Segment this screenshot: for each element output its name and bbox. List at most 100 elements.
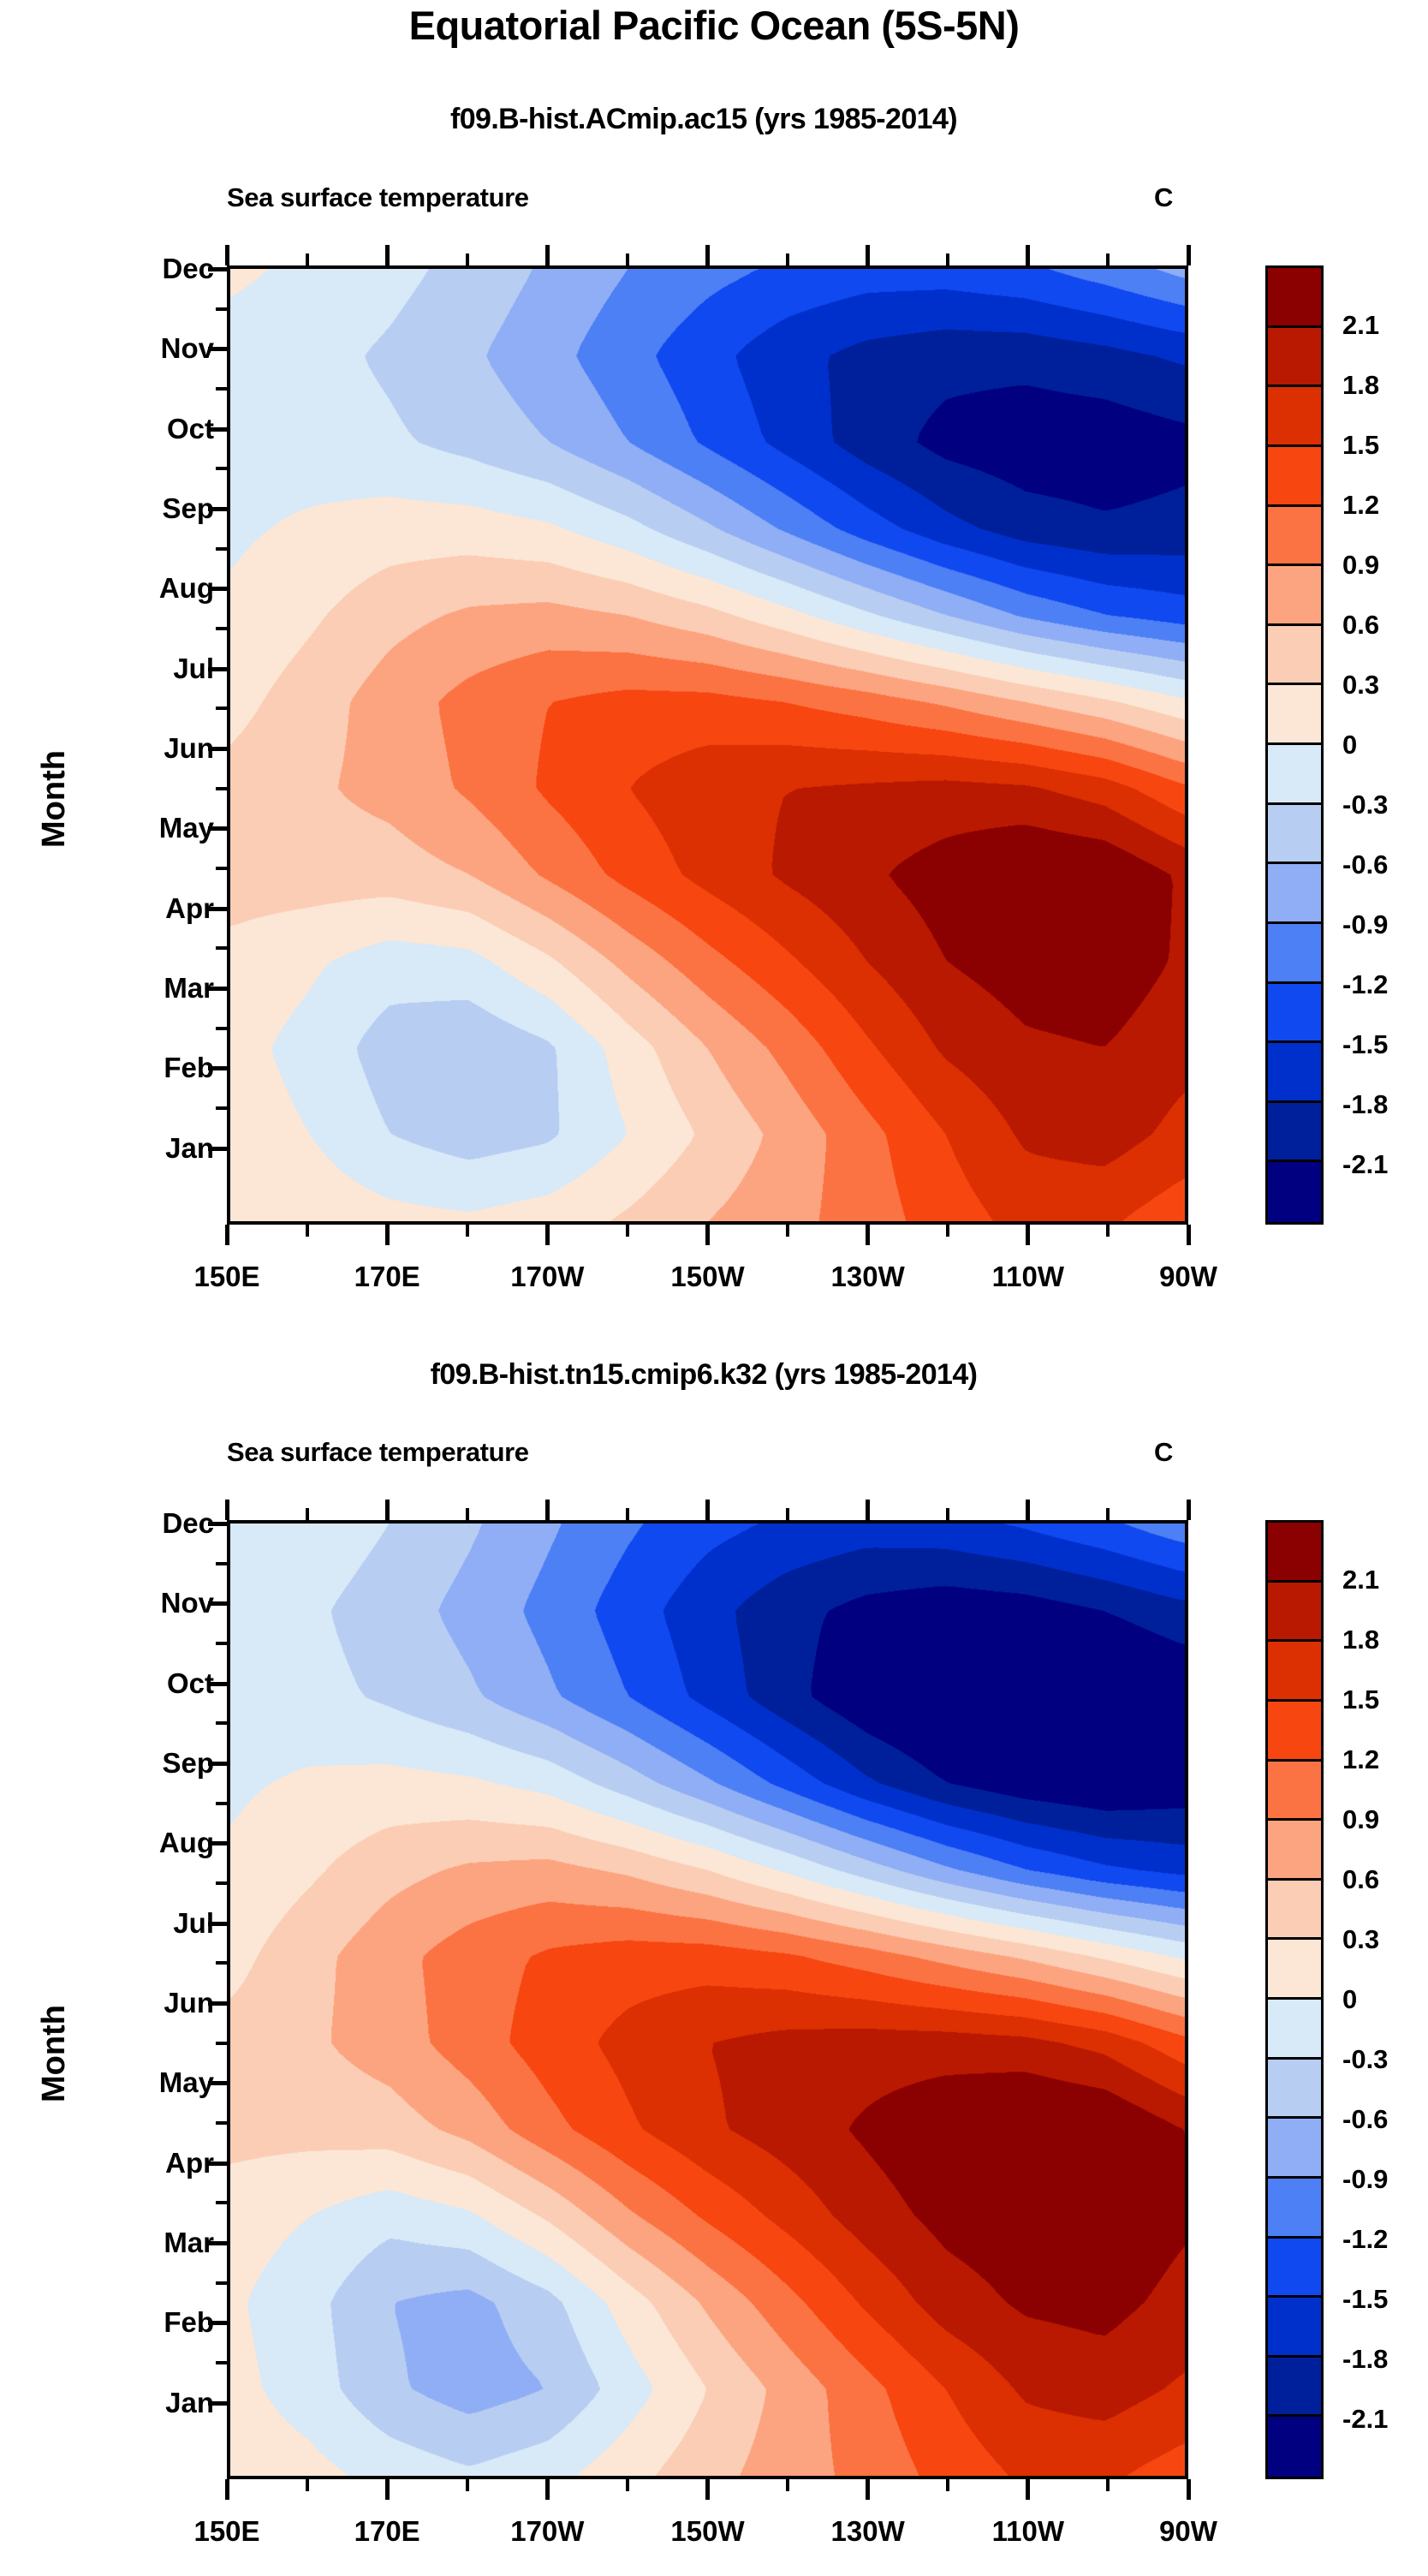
panel-1-y-tick-feb: Feb <box>164 1052 214 1084</box>
panel-2-x-tick-mark-top <box>1186 1500 1191 1520</box>
colorbar-segment <box>1268 1701 1321 1762</box>
colorbar-segment <box>1268 923 1321 984</box>
colorbar-segment <box>1268 1821 1321 1881</box>
colorbar-segment <box>1268 2178 1321 2239</box>
panel-1-y-minor-tick <box>216 707 227 711</box>
panel-2-x-tick-mark <box>384 2479 390 2500</box>
panel-1-y-minor-tick <box>216 387 227 391</box>
colorbar-segment <box>1268 2000 1321 2060</box>
panel-2-y-tick-nov: Nov <box>160 1587 214 1619</box>
panel-2-x-tick-mark-top <box>384 1500 390 1520</box>
panel-2-x-tick-110w: 110W <box>991 2515 1065 2547</box>
panel-1-y-tick-mark <box>208 747 227 751</box>
panel-2-y-minor-tick <box>216 2201 227 2205</box>
colorbar-label: 0.6 <box>1342 610 1380 640</box>
colorbar-label: -2.1 <box>1342 1149 1389 1179</box>
colorbar-label: 1.8 <box>1342 1625 1380 1655</box>
colorbar-segment <box>1268 1523 1321 1583</box>
panel-1-x-minor-tick <box>946 253 950 265</box>
panel-1-y-tick-mark <box>208 906 227 911</box>
colorbar-segment <box>1268 2298 1321 2358</box>
colorbar-label: 0.3 <box>1342 1924 1380 1954</box>
panel-2-x-tick-150e: 150E <box>193 2515 260 2547</box>
panel-1-x-minor-tick <box>625 253 629 265</box>
colorbar-label: -0.3 <box>1342 2044 1389 2074</box>
panel-1-y-minor-tick <box>216 307 227 311</box>
panel-2-x-minor-tick <box>465 1508 469 1520</box>
panel-2-x-minor-tick <box>786 1508 790 1520</box>
colorbar-segment <box>1268 387 1321 447</box>
panel-1-x-minor-tick <box>786 1225 790 1237</box>
panel-1-y-tick-dec: Dec <box>162 253 214 284</box>
colorbar-segment <box>1268 566 1321 626</box>
colorbar-segment <box>1268 625 1321 686</box>
panel-1-x-minor-tick <box>946 1225 950 1237</box>
panel-1-y-tick-mark <box>208 587 227 592</box>
panel-1-subtitle: f09.B-hist.ACmip.ac15 (yrs 1985-2014) <box>450 103 958 135</box>
panel-1-x-tick-150w: 150W <box>670 1261 745 1292</box>
panel-1-x-tick-mark-top <box>224 245 229 265</box>
panel-1-y-tick-oct: Oct <box>166 412 214 444</box>
panel-2-y-tick-mar: Mar <box>164 2227 214 2258</box>
panel-1-y-minor-tick <box>216 627 227 630</box>
panel-2-x-tick-150w: 150W <box>670 2515 745 2547</box>
panel-2-x-tick-mark <box>544 2479 550 2500</box>
panel-1-y-tick-mark <box>208 267 227 271</box>
colorbar-segment <box>1268 1880 1321 1941</box>
panel-1-y-tick-nov: Nov <box>160 332 214 365</box>
panel-2-x-tick-130w: 130W <box>830 2515 905 2547</box>
colorbar-label: 2.1 <box>1342 1565 1380 1595</box>
panel-2-units-label: C <box>1154 1437 1174 1467</box>
panel-2-y-tick-jan: Jan <box>165 2386 214 2418</box>
panel-2-x-tick-mark-top <box>705 1500 710 1520</box>
colorbar-label: 1.8 <box>1342 370 1380 400</box>
colorbar-segment <box>1268 2357 1321 2418</box>
panel-2-x-tick-mark <box>224 2479 229 2500</box>
panel-2-y-minor-tick <box>216 1642 227 1645</box>
colorbar-label: -1.2 <box>1342 969 1389 999</box>
panel-1-colorbar <box>1265 265 1324 1225</box>
panel-1-y-minor-tick <box>216 946 227 951</box>
panel-1-y-tick-jan: Jan <box>165 1131 214 1164</box>
colorbar-label: -0.6 <box>1342 850 1389 880</box>
colorbar-segment <box>1268 1761 1321 1822</box>
panel-2-y-tick-mark <box>208 1841 227 1846</box>
colorbar-label: -2.1 <box>1342 2404 1389 2434</box>
panel-2-x-tick-mark-top <box>1026 1500 1031 1520</box>
panel-1-y-tick-mar: Mar <box>164 972 214 1004</box>
panel-2-plot-area <box>227 1520 1188 2479</box>
colorbar-segment <box>1268 2238 1321 2299</box>
panel-1-x-minor-tick <box>1106 1225 1110 1237</box>
panel-1-y-minor-tick <box>216 867 227 870</box>
panel-1-x-tick-170w: 170W <box>510 1261 585 1292</box>
panel-2-x-tick-mark <box>705 2479 710 2500</box>
panel-1-x-minor-tick <box>465 253 469 265</box>
panel-2-y-tick-aug: Aug <box>158 1827 214 1859</box>
colorbar-segment <box>1268 446 1321 507</box>
panel-1-y-tick-mark <box>208 826 227 832</box>
panel-1-y-tick-mark <box>208 987 227 991</box>
panel-1-x-minor-tick <box>305 1225 309 1237</box>
colorbar-segment <box>1268 1102 1321 1163</box>
panel-2-x-tick-170w: 170W <box>510 2515 585 2547</box>
panel-2-y-tick-sep: Sep <box>162 1747 214 1779</box>
panel-2-x-minor-tick <box>625 2479 629 2491</box>
panel-2-y-tick-jun: Jun <box>164 1987 214 2018</box>
panel-2-x-tick-mark <box>1026 2479 1031 2500</box>
colorbar-segment <box>1268 268 1321 328</box>
panel-1-x-tick-mark-top <box>1026 245 1031 265</box>
panel-2-y-tick-mark <box>208 2161 227 2166</box>
panel-2-x-minor-tick <box>946 2479 950 2491</box>
colorbar-segment <box>1268 506 1321 567</box>
panel-2-subtitle: f09.B-hist.tn15.cmip6.k32 (yrs 1985-2014… <box>430 1358 978 1391</box>
panel-1-y-minor-tick <box>216 786 227 790</box>
colorbar-label: -0.9 <box>1342 2164 1389 2194</box>
panel-2-x-tick-mark <box>1186 2479 1191 2500</box>
panel-2-x-tick-170e: 170E <box>354 2515 420 2547</box>
panel-1-y-tick-mark <box>208 426 227 432</box>
colorbar-label: 0.3 <box>1342 670 1380 700</box>
panel-1-y-minor-tick <box>216 467 227 471</box>
panel-2-y-tick-jul: Jul <box>173 1906 214 1939</box>
panel-2-y-tick-mark <box>208 1522 227 1526</box>
panel-1-y-tick-jun: Jun <box>164 732 214 764</box>
